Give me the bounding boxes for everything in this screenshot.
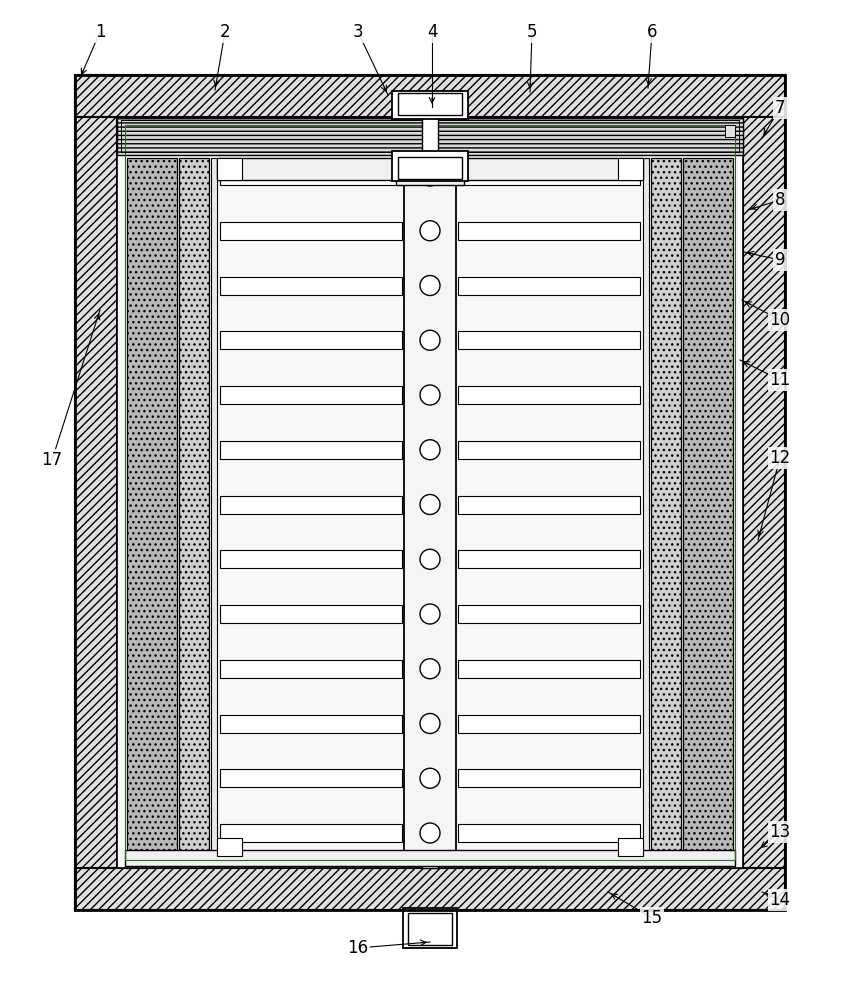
Bar — [75, 75, 117, 910]
Text: 2: 2 — [220, 23, 230, 41]
Text: 9: 9 — [775, 251, 785, 269]
Bar — [117, 117, 743, 155]
Bar — [422, 104, 438, 157]
Text: 5: 5 — [527, 23, 537, 41]
Circle shape — [420, 604, 440, 624]
Text: 11: 11 — [770, 371, 791, 389]
Bar — [458, 222, 640, 240]
Bar — [125, 125, 735, 860]
Bar — [403, 908, 457, 948]
Bar — [458, 331, 640, 349]
Bar — [458, 605, 640, 623]
Circle shape — [420, 659, 440, 679]
Bar — [392, 91, 468, 119]
Bar — [220, 550, 402, 568]
Bar — [458, 386, 640, 404]
Bar — [458, 167, 640, 185]
Bar — [618, 838, 643, 856]
Bar — [217, 838, 242, 856]
Bar — [458, 550, 640, 568]
Bar — [220, 386, 402, 404]
Bar — [392, 151, 468, 181]
Bar — [217, 158, 242, 180]
Bar — [220, 222, 402, 240]
Text: 3: 3 — [352, 23, 363, 41]
Bar — [398, 93, 462, 115]
Bar — [121, 120, 739, 152]
Bar — [127, 158, 177, 858]
Bar — [125, 850, 735, 866]
Circle shape — [420, 385, 440, 405]
Bar — [220, 605, 402, 623]
Bar — [458, 769, 640, 787]
Bar — [725, 125, 735, 137]
Bar — [217, 158, 643, 180]
Bar — [458, 824, 640, 842]
Bar — [220, 824, 402, 842]
Circle shape — [420, 330, 440, 350]
Text: 15: 15 — [641, 909, 663, 927]
Circle shape — [420, 768, 440, 788]
Bar — [643, 158, 649, 858]
Circle shape — [420, 166, 440, 186]
Text: 13: 13 — [770, 823, 791, 841]
Bar — [396, 158, 464, 185]
Bar — [75, 868, 785, 910]
Bar — [458, 714, 640, 732]
Bar — [117, 117, 743, 868]
Bar — [211, 158, 217, 858]
Text: 4: 4 — [427, 23, 437, 41]
Text: 16: 16 — [347, 939, 369, 957]
Circle shape — [420, 494, 440, 514]
Bar — [75, 75, 785, 117]
Bar — [458, 441, 640, 459]
Text: 8: 8 — [775, 191, 785, 209]
Bar — [422, 855, 438, 868]
Text: 12: 12 — [770, 449, 791, 467]
Text: 1: 1 — [95, 23, 105, 41]
Bar — [220, 441, 402, 459]
Circle shape — [420, 440, 440, 460]
Bar — [404, 158, 456, 858]
Text: 6: 6 — [646, 23, 657, 41]
Text: 10: 10 — [770, 311, 791, 329]
Bar — [408, 913, 452, 945]
Bar — [398, 157, 462, 179]
Bar — [618, 158, 643, 180]
Text: 7: 7 — [775, 99, 785, 117]
Bar — [743, 75, 785, 910]
Bar — [458, 495, 640, 514]
Bar — [220, 167, 402, 185]
Bar — [220, 331, 402, 349]
Circle shape — [420, 823, 440, 843]
Bar — [220, 276, 402, 294]
Bar — [683, 158, 733, 858]
Bar — [220, 769, 402, 787]
Bar — [220, 714, 402, 732]
Circle shape — [420, 275, 440, 296]
Bar — [651, 158, 681, 858]
Text: 14: 14 — [770, 891, 791, 909]
Bar — [458, 660, 640, 678]
Bar — [179, 158, 209, 858]
Text: 17: 17 — [41, 451, 62, 469]
Circle shape — [420, 549, 440, 569]
Circle shape — [420, 221, 440, 241]
Circle shape — [420, 714, 440, 734]
Bar — [458, 276, 640, 294]
Bar — [220, 660, 402, 678]
Bar — [220, 495, 402, 514]
Bar — [75, 75, 785, 910]
